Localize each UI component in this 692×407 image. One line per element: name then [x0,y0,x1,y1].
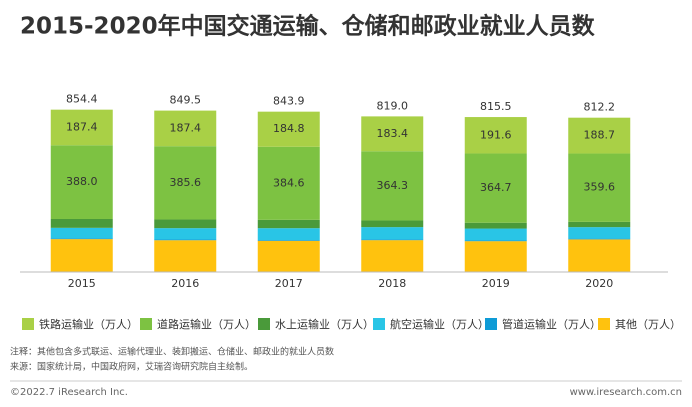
data-label: 187.4 [170,121,202,134]
x-tick-label: 2018 [378,277,406,290]
total-label: 849.5 [170,94,202,107]
bar-segment [50,145,113,219]
bar-segment [464,228,527,241]
data-label: 184.8 [273,122,305,135]
bar-segment [361,116,424,152]
legend-label: 其他（万人） [615,318,681,331]
total-label: 819.0 [377,99,409,112]
note: 来源：国家统计局，中国政府网，艾瑞咨询研究院自主绘制。 [10,361,253,373]
bar-segment [464,117,527,154]
legend-swatch [598,318,610,330]
data-label: 364.3 [377,179,409,192]
data-label: 359.6 [584,181,616,194]
bar-segment [464,153,527,223]
legend-swatch [485,318,497,330]
bar-segment [50,239,113,272]
bar-segment [568,117,631,154]
legend-label: 航空运输业（万人） [390,317,489,331]
data-label: 364.7 [480,181,512,194]
bar-segment [257,111,320,147]
total-label: 815.5 [480,100,512,113]
bar-segment [464,241,527,272]
legend-label: 道路运输业（万人） [157,317,256,331]
bar-segment [257,240,320,272]
bar-segment [361,220,424,228]
bar-segment [568,239,631,272]
x-tick-label: 2015 [68,277,96,290]
data-label: 188.7 [584,129,616,142]
bar-segment [257,240,320,241]
x-tick-label: 2016 [171,277,199,290]
legend-swatch [373,318,385,330]
bar-segment [464,240,527,242]
data-label: 183.4 [377,127,409,140]
bar-segment [50,218,113,228]
bar-segment [568,221,631,228]
bar-segment [257,146,320,220]
x-tick-label: 2017 [275,277,303,290]
data-label: 385.6 [170,176,202,189]
bar-segment [154,228,217,240]
bar-segment [50,238,113,240]
bar-segment [257,228,320,241]
bar-segment [50,109,113,146]
total-label: 812.2 [584,101,616,114]
bar-segment [464,222,527,229]
bar-segment [361,239,424,241]
footer-right: www.iresearch.com.cn [570,387,682,398]
legend-label: 水上运输业（万人） [275,317,374,331]
chart-title: 2015-2020年中国交通运输、仓储和邮政业就业人员数 [20,13,596,40]
total-label: 843.9 [273,95,305,108]
bar-segment [154,239,217,241]
legend-swatch [140,318,152,330]
bar-segment [154,146,217,220]
bar-segment [154,240,217,272]
data-label: 191.6 [480,128,512,141]
bar-segment [361,240,424,272]
legend-swatch [22,318,34,330]
note: 注释：其他包含多式联运、运输代理业、装卸搬运、仓储业、邮政业的就业人员数 [10,346,334,358]
bar-segment [568,238,631,240]
footer-left: ©2022.7 iResearch Inc. [10,387,128,398]
bar-segment [50,227,113,239]
legend-label: 管道运输业（万人） [502,317,601,331]
data-label: 388.0 [66,175,98,188]
bar-segment [361,227,424,240]
data-label: 187.4 [66,120,98,133]
bar-segment [154,110,217,147]
x-tick-label: 2019 [482,277,510,290]
bar-segment [361,151,424,221]
bar-segment [257,219,320,229]
legend-label: 铁路运输业（万人） [39,317,138,331]
x-tick-label: 2020 [585,277,613,290]
total-label: 854.4 [66,93,98,106]
legend-swatch [258,318,270,330]
data-label: 384.6 [273,176,305,189]
bar-segment [568,227,631,239]
bar-segment [568,153,631,222]
bar-segment [154,219,217,229]
